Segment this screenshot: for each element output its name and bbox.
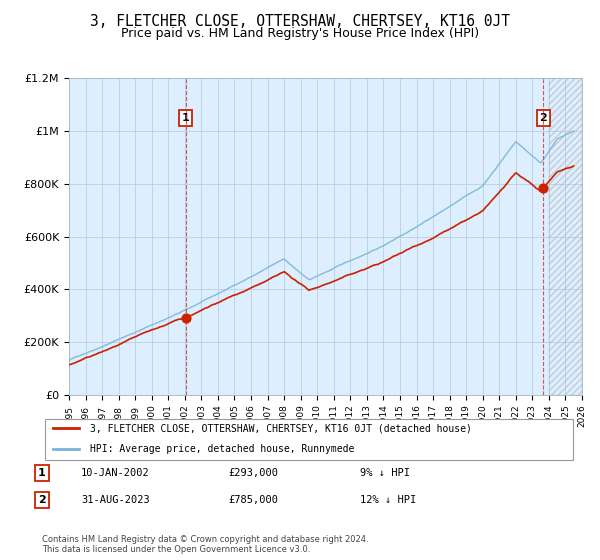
Text: 10-JAN-2002: 10-JAN-2002 [81, 468, 150, 478]
Text: £785,000: £785,000 [228, 495, 278, 505]
Text: 1: 1 [38, 468, 46, 478]
Text: 9% ↓ HPI: 9% ↓ HPI [360, 468, 410, 478]
Text: 3, FLETCHER CLOSE, OTTERSHAW, CHERTSEY, KT16 0JT (detached house): 3, FLETCHER CLOSE, OTTERSHAW, CHERTSEY, … [90, 423, 472, 433]
Text: Price paid vs. HM Land Registry's House Price Index (HPI): Price paid vs. HM Land Registry's House … [121, 27, 479, 40]
Text: 12% ↓ HPI: 12% ↓ HPI [360, 495, 416, 505]
Point [539, 183, 548, 192]
Text: £293,000: £293,000 [228, 468, 278, 478]
Text: 2: 2 [539, 113, 547, 123]
Text: 3, FLETCHER CLOSE, OTTERSHAW, CHERTSEY, KT16 0JT: 3, FLETCHER CLOSE, OTTERSHAW, CHERTSEY, … [90, 14, 510, 29]
Text: HPI: Average price, detached house, Runnymede: HPI: Average price, detached house, Runn… [90, 445, 355, 455]
Text: 2: 2 [38, 495, 46, 505]
Text: Contains HM Land Registry data © Crown copyright and database right 2024.
This d: Contains HM Land Registry data © Crown c… [42, 535, 368, 554]
Text: 1: 1 [182, 113, 190, 123]
Text: 31-AUG-2023: 31-AUG-2023 [81, 495, 150, 505]
FancyBboxPatch shape [44, 419, 574, 460]
Point [181, 313, 190, 322]
